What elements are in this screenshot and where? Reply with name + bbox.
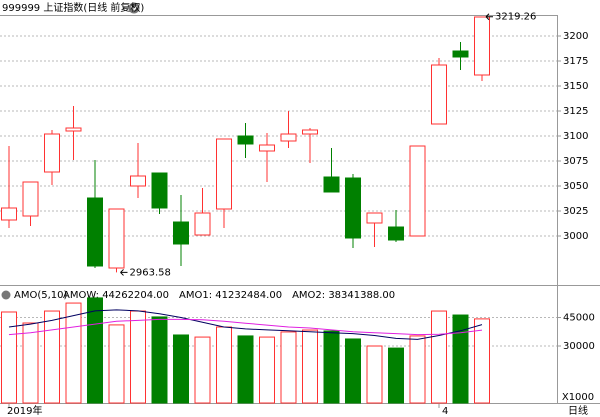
- volume-bar: [173, 334, 189, 404]
- legend-entry: AMOW: 44262204.00: [63, 290, 169, 301]
- candle-body: [194, 212, 211, 236]
- candle-body: [345, 177, 361, 239]
- y-tick-label: 3025: [563, 206, 588, 217]
- candle-body: [65, 127, 82, 132]
- candle-body: [22, 181, 39, 217]
- volume-bar: [302, 329, 318, 404]
- candle-body: [388, 226, 404, 241]
- volume-bar: [151, 316, 168, 404]
- legend-entry: AMO2: 38341388.00: [292, 290, 395, 301]
- annotation: 2963.58: [130, 267, 171, 278]
- volume-bar: [452, 314, 469, 404]
- volume-bar: [345, 338, 361, 404]
- y-tick-label: 3100: [563, 131, 588, 142]
- candle-body: [108, 208, 125, 269]
- volume-bar: [108, 324, 125, 404]
- legend-entry: AMO1: 41232484.00: [179, 290, 282, 301]
- y-tick-label: 3000: [563, 231, 588, 242]
- candle-body: [452, 50, 469, 58]
- y-tick-label: 3050: [563, 181, 588, 192]
- chart-title: 999999 上证指数(日线 前复权): [2, 1, 144, 14]
- candle-body: [87, 197, 103, 267]
- candle-body: [280, 133, 297, 142]
- volume-bar: [1, 311, 17, 404]
- annotation-arrow: [120, 269, 128, 276]
- ma-line: [8, 309, 483, 340]
- volume-bar: [366, 345, 383, 404]
- candle-body: [173, 221, 189, 245]
- candle-body: [366, 212, 383, 224]
- candle-body: [323, 176, 340, 193]
- candle-body: [409, 145, 426, 237]
- y-tick-label: 45000: [563, 313, 595, 324]
- y-tick-label: 3125: [563, 106, 588, 117]
- ma-line: [8, 318, 483, 336]
- candle-body: [1, 207, 17, 221]
- volume-bar: [130, 310, 146, 404]
- candle-body: [302, 129, 318, 135]
- volume-bar: [22, 322, 39, 404]
- candle-body: [44, 133, 60, 173]
- candle-body: [151, 172, 168, 209]
- y-tick-label: 30000: [563, 341, 595, 352]
- candle-body: [431, 64, 447, 125]
- y-tick-label: 3075: [563, 156, 588, 167]
- volume-bar: [280, 331, 297, 404]
- menu-chevron: [130, 5, 138, 11]
- volume-bar: [388, 347, 404, 404]
- volume-bar: [87, 297, 103, 404]
- menu-icon[interactable]: [128, 2, 140, 14]
- volume-bar: [216, 326, 232, 404]
- x-tick-label: 4: [442, 406, 448, 417]
- volume-bar: [259, 336, 275, 404]
- legend-title: AMO(5,10): [14, 290, 68, 301]
- volume-bar: [65, 302, 82, 404]
- candle-body: [130, 175, 146, 187]
- unit-label: X1000: [562, 392, 594, 403]
- period-label: 日线: [568, 404, 588, 417]
- candle-body: [237, 135, 254, 145]
- candle-body: [259, 144, 275, 152]
- volume-bar: [431, 310, 447, 404]
- volume-bar: [237, 335, 254, 404]
- annotation-arrow: [485, 13, 493, 21]
- x-tick-label: 2019年: [7, 404, 42, 417]
- volume-bar: [474, 318, 490, 404]
- y-tick-label: 3175: [563, 56, 588, 67]
- volume-bar: [44, 310, 60, 404]
- annotation: 3219.26: [495, 12, 536, 23]
- candle-body: [474, 16, 490, 76]
- y-tick-label: 3200: [563, 31, 588, 42]
- candle-body: [216, 138, 232, 210]
- indicator-icon[interactable]: [1, 290, 11, 300]
- y-tick-label: 3150: [563, 81, 588, 92]
- volume-bar: [194, 336, 211, 404]
- volume-bar: [409, 335, 426, 404]
- volume-bar: [323, 330, 340, 404]
